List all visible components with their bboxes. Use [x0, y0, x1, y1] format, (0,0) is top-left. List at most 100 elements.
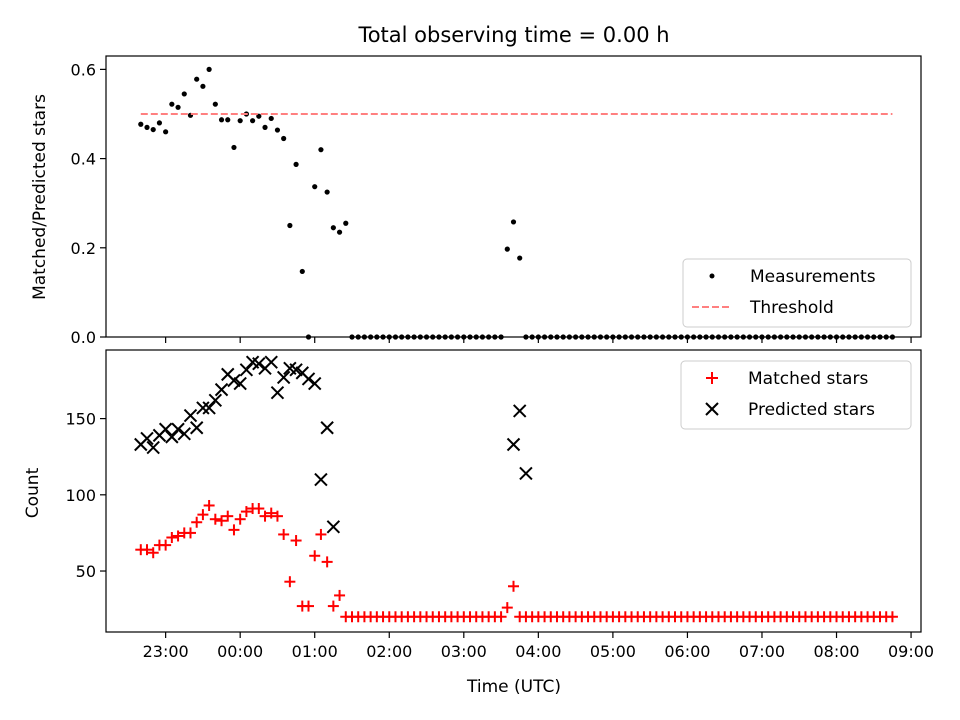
- predicted-point: [252, 357, 266, 371]
- measurement-point: [535, 334, 541, 340]
- bottom-y-tick-label: 50: [76, 562, 96, 581]
- top-chart-title: Total observing time = 0.00 h: [357, 23, 669, 47]
- measurement-point: [194, 76, 200, 82]
- measurement-point: [523, 334, 529, 340]
- measurement-point: [871, 334, 877, 340]
- measurement-point: [206, 66, 212, 72]
- top-y-tick-label: 0.4: [71, 150, 96, 169]
- measurement-point: [150, 126, 156, 133]
- bottom-axes-frame: [105, 349, 922, 633]
- top-plot-area: 0.0 0.2 0.4 0.6: [71, 55, 922, 347]
- measurement-point: [548, 334, 554, 340]
- predicted-point: [140, 431, 154, 446]
- predicted-point: [208, 393, 223, 408]
- measurement-point: [461, 334, 467, 340]
- measurement-point: [399, 334, 405, 340]
- predicted-point: [276, 370, 291, 385]
- x-tick-label: 05:00: [590, 642, 636, 661]
- measurement-point: [336, 229, 343, 235]
- measurement-point: [231, 144, 237, 151]
- x-tick-label: 01:00: [292, 642, 338, 661]
- measurement-point: [212, 101, 218, 107]
- predicted-point-b: [171, 422, 185, 436]
- predicted-point: [177, 427, 191, 441]
- legend-marker-predicted-stars: [705, 402, 719, 416]
- measurement-point: [343, 220, 349, 226]
- matched-point: [184, 527, 196, 539]
- predicted-point: [308, 376, 322, 391]
- measurement-point: [237, 118, 243, 124]
- measurement-point: [218, 117, 225, 123]
- measurement-point: [250, 118, 256, 124]
- matched-point: [147, 547, 159, 559]
- measurement-point: [740, 334, 746, 340]
- x-tick-label: 04:00: [515, 642, 561, 661]
- matched-point: [495, 611, 507, 623]
- predicted-point-b: [320, 421, 334, 435]
- predicted-point-b: [183, 408, 198, 423]
- measurement-point: [566, 334, 573, 340]
- predicted-point-b: [506, 437, 521, 452]
- matched-point: [160, 539, 172, 551]
- measurement-point: [746, 334, 753, 340]
- measurement-point: [268, 115, 274, 122]
- matched-point: [334, 589, 346, 601]
- measurement-point: [759, 334, 765, 340]
- legend-label-threshold: Threshold: [749, 298, 834, 318]
- predicted-point: [183, 408, 198, 423]
- measurement-point: [156, 120, 163, 126]
- top-y-tick-label: 0.6: [71, 60, 96, 79]
- matched-point: [141, 544, 153, 556]
- measurement-point: [144, 124, 150, 130]
- matched-point: [284, 576, 296, 588]
- matched-point: [290, 535, 302, 547]
- measurement-point: [809, 334, 815, 340]
- legend-label-measurements: Measurements: [750, 267, 876, 287]
- x-tick-label: 23:00: [143, 642, 189, 661]
- predicted-point: [506, 437, 521, 452]
- measurement-point: [274, 127, 281, 133]
- measurement-point: [765, 334, 771, 340]
- measurement-point: [473, 334, 479, 340]
- measurement-point: [691, 334, 697, 340]
- measurement-point: [604, 334, 610, 340]
- matched-point: [309, 550, 321, 562]
- measurement-point: [796, 334, 802, 340]
- measurement-point: [355, 334, 361, 340]
- predicted-point: [233, 376, 247, 391]
- matched-point: [197, 509, 209, 521]
- measurement-point: [262, 124, 268, 130]
- top-y-axis-label: Matched/Predicted stars: [30, 94, 50, 300]
- x-tick-label: 03:00: [441, 642, 487, 661]
- bottom-y-tick-label: 150: [65, 410, 96, 429]
- matched-point: [278, 528, 290, 540]
- predicted-point-b: [146, 440, 160, 455]
- measurement-point: [734, 334, 740, 340]
- predicted-point: [519, 466, 533, 481]
- measurement-point: [827, 334, 833, 340]
- top-legend: Measurements Threshold: [682, 258, 912, 328]
- predicted-point: [513, 404, 527, 418]
- predicted-point-b: [233, 376, 247, 391]
- predicted-point-b: [196, 401, 210, 415]
- measurement-point: [591, 334, 597, 340]
- matched-point: [222, 510, 234, 522]
- x-tick-label: 08:00: [813, 642, 859, 661]
- measurement-point: [802, 334, 809, 340]
- measurement-point: [281, 135, 287, 142]
- top-axes-frame: [105, 55, 922, 338]
- predicted-point: [189, 421, 204, 435]
- measurement-point: [554, 334, 560, 340]
- top-legend-box: [682, 258, 912, 328]
- measurement-point: [883, 334, 889, 340]
- measurement-point: [579, 334, 585, 340]
- predicted-point-b: [326, 520, 341, 534]
- x-tick-label: 09:00: [888, 642, 934, 661]
- measurement-point: [454, 334, 461, 340]
- predicted-point: [264, 355, 278, 369]
- measurement-point: [877, 334, 883, 340]
- measurement-point: [852, 334, 858, 340]
- measurement-point: [821, 334, 827, 340]
